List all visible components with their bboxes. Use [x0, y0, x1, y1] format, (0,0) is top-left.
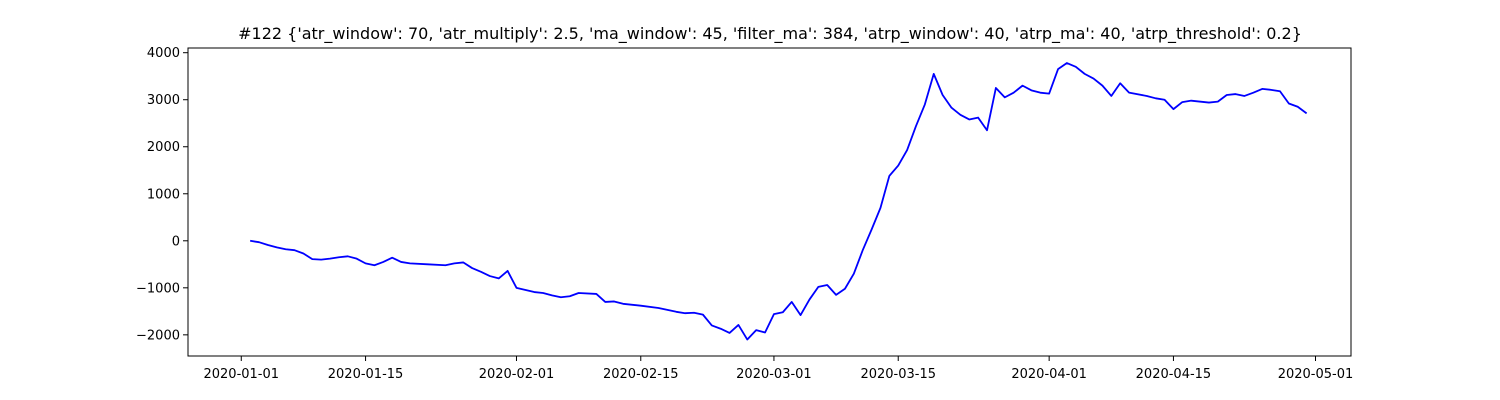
y-tick-label: 0 — [172, 234, 180, 249]
x-tick-label: 2020-04-15 — [1136, 367, 1212, 382]
x-tick-label: 2020-01-01 — [203, 367, 279, 382]
x-tick-label: 2020-01-15 — [328, 367, 404, 382]
axes-frame — [187, 47, 1352, 357]
y-tick-label: 1000 — [147, 187, 180, 202]
y-tick-label: 4000 — [147, 46, 180, 61]
x-tick-label: 2020-02-15 — [603, 367, 679, 382]
chart-title: #122 {'atr_window': 70, 'atr_multiply': … — [238, 24, 1302, 44]
x-tick-label: 2020-05-01 — [1278, 367, 1354, 382]
x-tick-label: 2020-03-01 — [736, 367, 812, 382]
y-tick-label: 3000 — [147, 93, 180, 108]
x-tick-label: 2020-02-01 — [479, 367, 555, 382]
plot-area — [250, 62, 1308, 341]
series-line-0 — [250, 62, 1308, 341]
x-tick-label: 2020-03-15 — [860, 367, 936, 382]
y-tick-label: −2000 — [136, 328, 180, 343]
x-tick-label: 2020-04-01 — [1011, 367, 1087, 382]
y-tick-label: −1000 — [136, 281, 180, 296]
y-tick-label: 2000 — [147, 140, 180, 155]
